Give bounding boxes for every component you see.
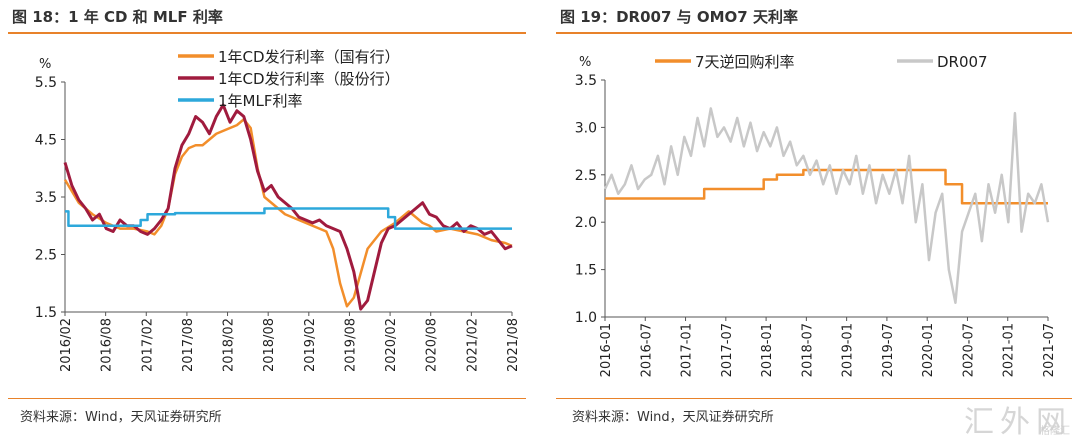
right-y-tick-label: 1.0	[575, 310, 597, 326]
right-x-tick-label: 2016-07	[639, 323, 654, 377]
left-series-line-0	[63, 118, 513, 308]
left-y-tick-label: 4.5	[35, 133, 57, 149]
right-x-tick-label: 2019-01	[841, 323, 856, 377]
left-y-tick-label: 3.5	[35, 190, 57, 206]
left-source-rule	[8, 398, 526, 399]
right-source-rule	[556, 398, 1072, 399]
right-y-tick-label: 1.5	[575, 263, 597, 279]
right-x-tick-label: 2020-07	[961, 323, 976, 377]
right-legend-label-1: DR007	[937, 53, 988, 71]
right-x-tick-label: 2018-07	[800, 323, 815, 377]
right-series-line-0	[605, 168, 1048, 205]
left-legend-label-2: 1年MLF利率	[218, 92, 302, 110]
right-y-tick-label: 2.0	[575, 215, 597, 231]
right-x-tick-label: 2020-01	[921, 323, 936, 377]
left-unit-label: %	[39, 57, 51, 72]
left-chart-title: 图 18：1 年 CD 和 MLF 利率	[12, 8, 223, 26]
right-y-tick-label: 2.5	[575, 168, 597, 184]
right-legend-label-0: 7天逆回购利率	[695, 53, 795, 71]
left-x-tick-label: 2020/08	[425, 318, 440, 372]
right-x-tick-label: 2021-07	[1042, 323, 1057, 377]
watermark: 汇外网	[964, 397, 1072, 441]
right-x-tick-label: 2016-01	[599, 323, 614, 377]
left-y-tick-label: 5.5	[35, 75, 57, 91]
right-title-rule	[556, 32, 1072, 34]
watermark-sub: 格隆汇	[1040, 426, 1070, 437]
right-source: 资料来源：Wind，天风证券研究所	[572, 410, 774, 425]
left-legend-label-0: 1年CD发行利率（国有行）	[218, 48, 400, 66]
left-title-rule	[8, 32, 526, 34]
left-x-tick-label: 2016/08	[100, 318, 115, 372]
right-chart-title: 图 19：DR007 与 OMO7 天利率	[560, 8, 798, 26]
left-x-tick-label: 2019/02	[303, 318, 318, 372]
left-series-line-2	[65, 207, 512, 230]
right-x-tick-label: 2021-01	[1002, 323, 1017, 377]
right-x-tick-label: 2017-01	[680, 323, 695, 377]
right-y-tick-label: 3.0	[575, 120, 597, 136]
left-source: 资料来源：Wind，天风证券研究所	[20, 410, 222, 425]
left-x-tick-label: 2018/02	[222, 318, 237, 372]
left-x-tick-label: 2020/02	[384, 318, 399, 372]
right-y-tick-label: 3.5	[575, 73, 597, 89]
left-x-tick-label: 2018/08	[262, 318, 277, 372]
left-x-tick-label: 2019/08	[343, 318, 358, 372]
right-x-tick-label: 2019-07	[881, 323, 896, 377]
watermark-text: 汇外网	[964, 405, 1072, 440]
left-x-tick-label: 2017/02	[140, 318, 155, 372]
left-series-line-1	[63, 103, 513, 311]
left-x-tick-label: 2016/02	[59, 318, 74, 372]
right-series-line-1	[603, 107, 1050, 305]
left-x-tick-label: 2021/08	[506, 318, 521, 372]
left-legend-label-1: 1年CD发行利率（股份行）	[218, 70, 400, 88]
left-y-tick-label: 1.5	[35, 305, 57, 321]
right-x-tick-label: 2018-01	[760, 323, 775, 377]
right-unit-label: %	[579, 55, 591, 70]
left-x-tick-label: 2021/02	[465, 318, 480, 372]
left-y-tick-label: 2.5	[35, 248, 57, 264]
right-x-tick-label: 2017-07	[720, 323, 735, 377]
left-x-tick-label: 2017/08	[181, 318, 196, 372]
